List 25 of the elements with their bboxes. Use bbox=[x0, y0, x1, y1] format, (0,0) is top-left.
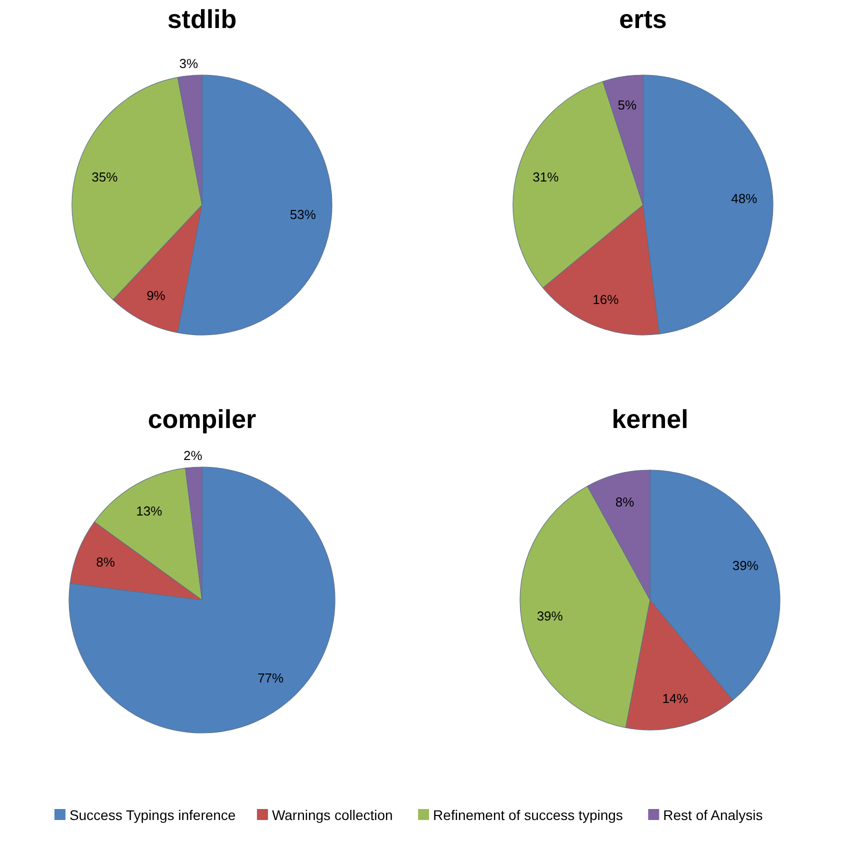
data-label: 39% bbox=[732, 558, 759, 574]
data-label: 3% bbox=[179, 56, 198, 72]
chart-title: erts bbox=[619, 4, 667, 34]
data-label: 77% bbox=[258, 670, 284, 686]
chart-title: compiler bbox=[148, 404, 256, 434]
data-label: 48% bbox=[731, 191, 758, 206]
pie-slice bbox=[68, 466, 336, 734]
data-label: 31% bbox=[532, 169, 560, 184]
legend-label: Refinement of success typings bbox=[433, 806, 623, 823]
data-label: 16% bbox=[592, 292, 620, 307]
data-label: 14% bbox=[662, 690, 689, 706]
chart-title: kernel bbox=[612, 404, 688, 434]
data-label: 2% bbox=[183, 448, 203, 463]
legend-label: Rest of Analysis bbox=[663, 806, 763, 823]
legend-label: Warnings collection bbox=[272, 806, 393, 823]
data-label: 5% bbox=[618, 97, 637, 112]
data-label: 9% bbox=[146, 288, 166, 303]
data-label: 8% bbox=[96, 554, 116, 570]
legend-label: Success Typings inference bbox=[69, 806, 236, 823]
data-label: 8% bbox=[615, 494, 635, 510]
chart-title: stdlib bbox=[167, 4, 237, 34]
data-label: 39% bbox=[536, 608, 564, 624]
data-label: 13% bbox=[136, 503, 163, 518]
data-label: 53% bbox=[290, 207, 316, 222]
data-label: 35% bbox=[92, 169, 118, 184]
